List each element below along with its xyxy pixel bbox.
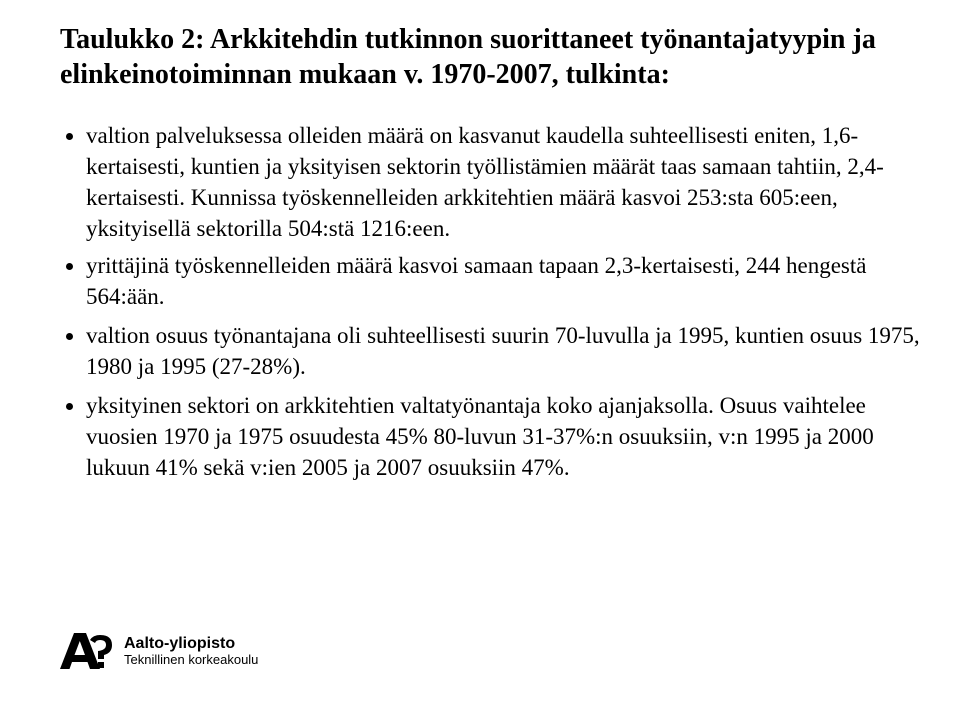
slide: Taulukko 2: Arkkitehdin tutkinnon suorit… bbox=[0, 0, 960, 703]
logo-line1: Aalto-yliopisto bbox=[124, 635, 258, 653]
aalto-logo-mark bbox=[58, 629, 114, 673]
aalto-logo-text: Aalto-yliopisto Teknillinen korkeakoulu bbox=[124, 635, 258, 668]
slide-title: Taulukko 2: Arkkitehdin tutkinnon suorit… bbox=[60, 22, 920, 92]
list-item: valtion palveluksessa olleiden määrä on … bbox=[86, 120, 920, 244]
list-item: valtion osuus työnantajana oli suhteelli… bbox=[86, 320, 920, 382]
logo-line2: Teknillinen korkeakoulu bbox=[124, 653, 258, 667]
list-item: yksityinen sektori on arkkitehtien valta… bbox=[86, 390, 920, 483]
list-item: yrittäjinä työskennelleiden määrä kasvoi… bbox=[86, 250, 920, 312]
bullet-list: valtion palveluksessa olleiden määrä on … bbox=[60, 120, 920, 484]
aalto-logo: Aalto-yliopisto Teknillinen korkeakoulu bbox=[58, 629, 258, 673]
